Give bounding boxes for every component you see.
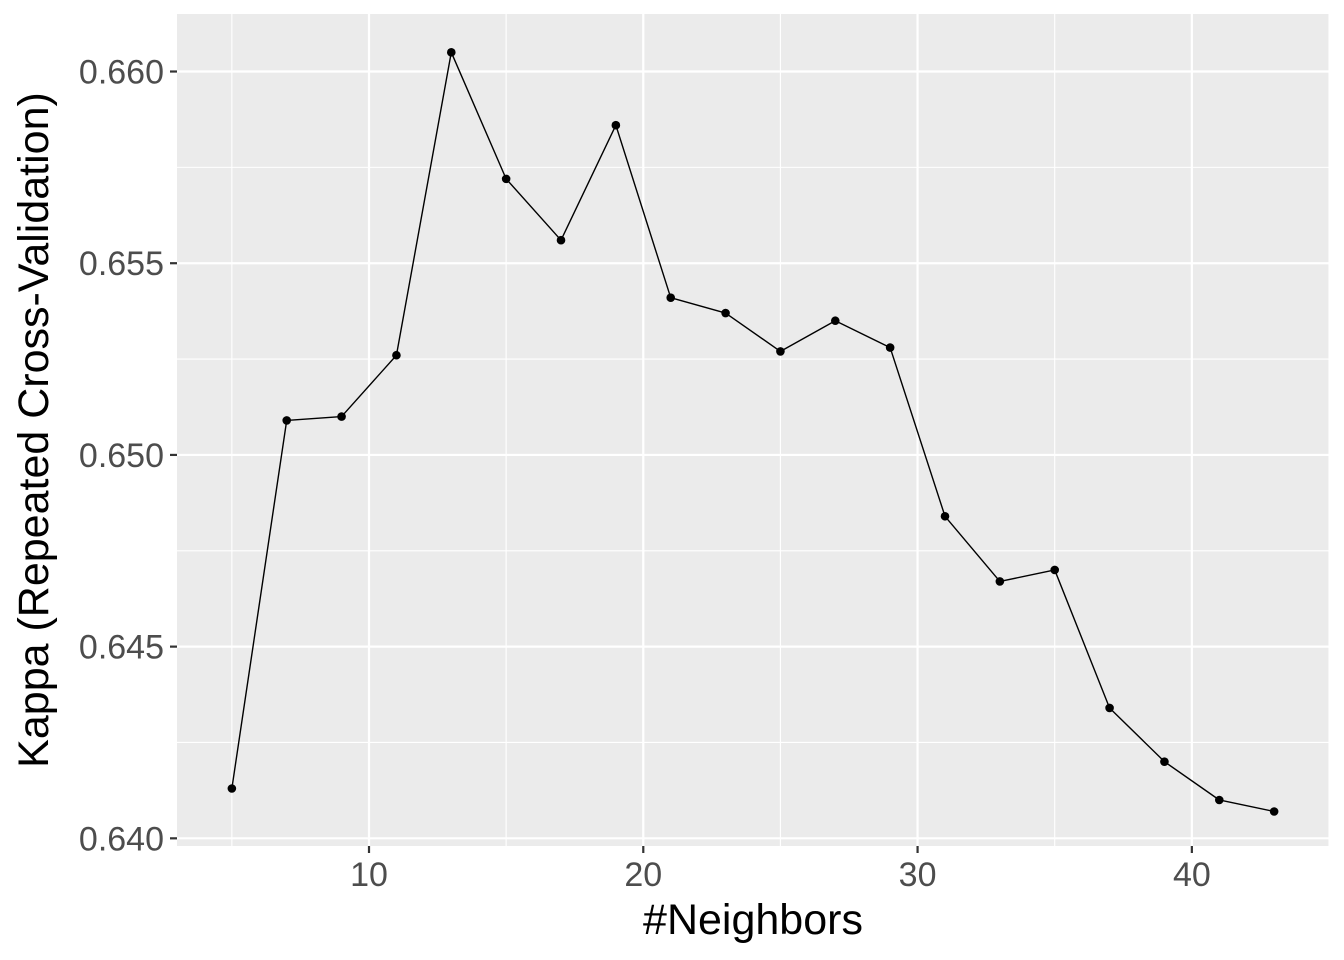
plot-panel — [177, 14, 1329, 846]
data-point — [282, 416, 292, 425]
data-point — [776, 347, 785, 356]
x-axis-title: #Neighbors — [643, 896, 863, 944]
data-point — [227, 784, 237, 793]
data-points — [227, 48, 1279, 816]
data-point — [995, 577, 1005, 586]
x-axis: 10 20 30 40 — [350, 846, 1211, 894]
data-point — [446, 48, 456, 57]
data-point — [501, 174, 511, 184]
y-tick-label: 0.650 — [79, 437, 164, 475]
data-point — [392, 350, 401, 360]
data-point — [1105, 703, 1114, 713]
data-point — [940, 511, 950, 521]
data-point — [1269, 807, 1279, 816]
series-line-group — [231, 51, 1275, 813]
data-point — [556, 235, 566, 245]
x-tick-label: 40 — [1173, 856, 1211, 894]
grid-major — [177, 14, 1329, 846]
y-tick-label: 0.640 — [79, 820, 164, 858]
data-point — [1160, 757, 1169, 766]
data-point — [666, 293, 676, 303]
data-point — [721, 308, 730, 318]
y-tick-label: 0.660 — [79, 54, 164, 92]
x-tick-label: 30 — [899, 856, 937, 894]
data-point — [611, 120, 621, 130]
data-point — [885, 343, 895, 352]
y-axis-title: Kappa (Repeated Cross-Validation) — [10, 92, 58, 768]
data-point — [830, 316, 840, 326]
y-axis: 0.640 0.645 0.650 0.655 0.660 — [79, 54, 177, 858]
x-tick-label: 10 — [350, 856, 388, 894]
data-point — [1050, 565, 1060, 575]
data-point — [1214, 795, 1224, 805]
x-tick-label: 20 — [624, 856, 662, 894]
y-tick-label: 0.655 — [79, 245, 164, 283]
y-tick-label: 0.645 — [79, 629, 164, 667]
series-line — [231, 51, 1275, 813]
data-point — [337, 412, 346, 421]
